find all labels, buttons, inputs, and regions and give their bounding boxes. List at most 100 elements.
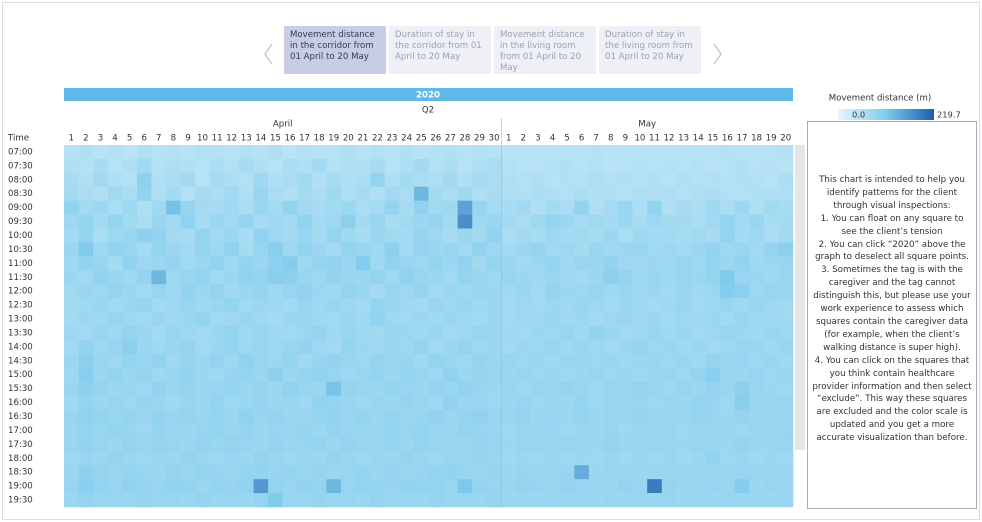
heat-cell[interactable]: [603, 214, 619, 229]
heat-cell[interactable]: [647, 465, 663, 480]
heat-cell[interactable]: [311, 298, 327, 313]
heat-cell[interactable]: [778, 423, 794, 438]
heat-cell[interactable]: [472, 158, 488, 174]
heat-cell[interactable]: [690, 493, 706, 508]
heat-cell[interactable]: [690, 200, 706, 215]
heat-cell[interactable]: [107, 200, 123, 215]
heat-cell[interactable]: [224, 381, 240, 396]
heat-cell[interactable]: [705, 367, 721, 382]
heat-cell[interactable]: [734, 437, 750, 452]
heat-cell[interactable]: [734, 228, 750, 243]
heat-cell[interactable]: [282, 214, 298, 229]
heat-cell[interactable]: [399, 339, 415, 355]
heat-cell[interactable]: [676, 381, 692, 396]
heat-cell[interactable]: [78, 381, 94, 396]
heat-cell[interactable]: [253, 339, 269, 355]
heat-cell[interactable]: [384, 214, 400, 229]
heat-cell[interactable]: [93, 172, 109, 188]
heat-cell[interactable]: [763, 200, 779, 215]
heat-cell[interactable]: [734, 298, 750, 313]
heat-cell[interactable]: [632, 186, 648, 201]
heat-cell[interactable]: [311, 242, 327, 257]
heat-cell[interactable]: [238, 479, 254, 494]
heat-cell[interactable]: [78, 409, 94, 424]
heat-cell[interactable]: [209, 200, 225, 215]
heat-cell[interactable]: [180, 145, 196, 160]
heat-cell[interactable]: [209, 409, 225, 424]
heat-cell[interactable]: [618, 395, 633, 410]
heat-cell[interactable]: [311, 381, 327, 396]
heat-cell[interactable]: [151, 200, 167, 215]
heat-cell[interactable]: [676, 145, 692, 160]
heat-cell[interactable]: [384, 326, 400, 341]
heat-cell[interactable]: [413, 437, 429, 452]
heat-cell[interactable]: [253, 409, 269, 424]
heat-cell[interactable]: [457, 409, 473, 424]
heat-cell[interactable]: [136, 145, 152, 160]
heat-cell[interactable]: [311, 493, 327, 508]
heat-cell[interactable]: [384, 298, 400, 313]
heat-cell[interactable]: [559, 437, 575, 452]
heat-cell[interactable]: [530, 437, 546, 452]
heat-cell[interactable]: [151, 451, 167, 466]
heat-cell[interactable]: [515, 353, 531, 369]
heat-cell[interactable]: [166, 200, 181, 215]
heat-cell[interactable]: [705, 312, 721, 327]
heat-cell[interactable]: [93, 186, 109, 201]
heat-cell[interactable]: [705, 172, 721, 188]
heat-cell[interactable]: [632, 409, 648, 424]
heat-cell[interactable]: [224, 256, 240, 271]
heat-cell[interactable]: [297, 395, 313, 410]
heat-cell[interactable]: [93, 423, 109, 438]
heat-cell[interactable]: [720, 479, 735, 494]
heat-cell[interactable]: [574, 451, 590, 466]
heat-cell[interactable]: [501, 214, 517, 229]
heat-cell[interactable]: [705, 228, 721, 243]
heat-cell[interactable]: [399, 409, 415, 424]
heat-cell[interactable]: [472, 270, 488, 285]
heat-cell[interactable]: [734, 158, 750, 174]
heat-cell[interactable]: [341, 409, 356, 424]
heat-cell[interactable]: [676, 270, 692, 285]
heat-cell[interactable]: [64, 339, 79, 355]
heat-cell[interactable]: [413, 367, 429, 382]
heat-cell[interactable]: [93, 228, 109, 243]
heat-cell[interactable]: [413, 451, 429, 466]
heat-cell[interactable]: [661, 228, 677, 243]
heat-cell[interactable]: [224, 451, 240, 466]
heat-cell[interactable]: [443, 339, 458, 355]
heat-cell[interactable]: [355, 172, 371, 188]
heat-cell[interactable]: [166, 353, 181, 369]
heat-cell[interactable]: [224, 214, 240, 229]
heat-cell[interactable]: [136, 423, 152, 438]
heat-cell[interactable]: [297, 172, 313, 188]
heat-cell[interactable]: [676, 158, 692, 174]
heat-cell[interactable]: [515, 423, 531, 438]
heat-cell[interactable]: [180, 256, 196, 271]
heat-cell[interactable]: [93, 270, 109, 285]
heat-cell[interactable]: [355, 479, 371, 494]
heat-cell[interactable]: [705, 200, 721, 215]
heat-cell[interactable]: [136, 493, 152, 508]
heat-cell[interactable]: [734, 465, 750, 480]
heat-cell[interactable]: [326, 437, 342, 452]
heat-cell[interactable]: [515, 437, 531, 452]
heat-cell[interactable]: [209, 298, 225, 313]
heat-cell[interactable]: [778, 451, 794, 466]
heat-cell[interactable]: [530, 479, 546, 494]
heat-cell[interactable]: [705, 284, 721, 299]
heat-cell[interactable]: [603, 339, 619, 355]
heat-cell[interactable]: [268, 395, 283, 410]
heat-cell[interactable]: [238, 284, 254, 299]
tab[interactable]: Duration of stay in the living room from…: [599, 26, 701, 74]
heat-cell[interactable]: [180, 284, 196, 299]
heat-cell[interactable]: [457, 493, 473, 508]
heat-cell[interactable]: [355, 326, 371, 341]
heat-cell[interactable]: [618, 339, 633, 355]
heat-cell[interactable]: [457, 172, 473, 188]
heat-cell[interactable]: [297, 326, 313, 341]
heat-cell[interactable]: [443, 298, 458, 313]
heat-cell[interactable]: [749, 326, 765, 341]
heat-cell[interactable]: [166, 284, 181, 299]
heat-cell[interactable]: [195, 437, 211, 452]
